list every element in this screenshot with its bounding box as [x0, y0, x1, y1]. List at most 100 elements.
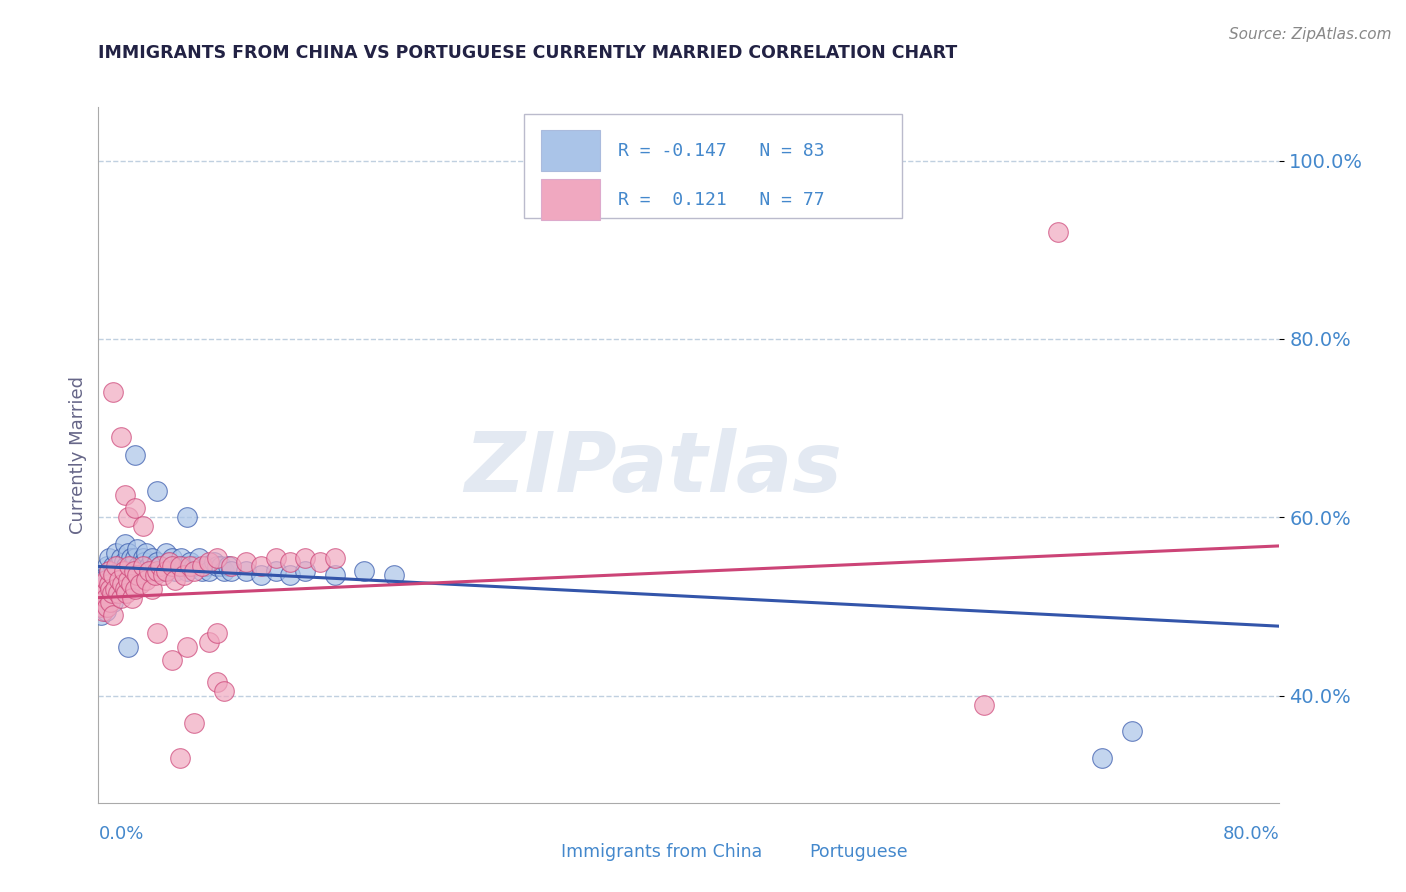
Point: [96, 599, 118, 614]
Point: [353, 564, 375, 578]
Point: [165, 564, 187, 578]
Point: [120, 550, 142, 565]
Point: [146, 483, 169, 498]
Point: [146, 555, 169, 569]
Point: [209, 559, 232, 574]
Point: [121, 559, 143, 574]
Point: [183, 559, 205, 574]
Point: [212, 684, 235, 698]
Text: Source: ZipAtlas.com: Source: ZipAtlas.com: [1229, 27, 1392, 42]
Point: [134, 555, 156, 569]
Point: [138, 559, 160, 574]
Point: [121, 591, 143, 605]
Point: [97, 577, 120, 591]
Point: [118, 559, 141, 574]
Point: [202, 555, 225, 569]
Point: [195, 559, 218, 574]
Point: [96, 586, 118, 600]
Point: [117, 510, 139, 524]
Point: [294, 550, 316, 565]
Point: [219, 564, 242, 578]
Point: [118, 564, 141, 578]
Point: [179, 555, 201, 569]
Point: [157, 555, 180, 569]
Point: [128, 564, 150, 578]
Point: [1091, 751, 1114, 765]
Point: [110, 573, 132, 587]
Text: R =  0.121   N = 77: R = 0.121 N = 77: [619, 191, 825, 209]
Point: [90, 608, 112, 623]
Point: [179, 559, 201, 574]
Point: [198, 564, 221, 578]
Point: [183, 715, 205, 730]
Point: [112, 555, 135, 569]
Point: [103, 608, 125, 623]
Point: [128, 577, 150, 591]
Point: [323, 568, 346, 582]
Point: [191, 559, 214, 574]
Point: [108, 573, 131, 587]
Point: [191, 564, 214, 578]
Point: [143, 568, 166, 582]
Point: [105, 582, 128, 596]
Point: [264, 550, 287, 565]
Point: [98, 573, 121, 587]
Text: R = -0.147   N = 83: R = -0.147 N = 83: [619, 142, 825, 160]
Point: [103, 385, 125, 400]
Point: [138, 564, 160, 578]
Point: [124, 550, 146, 565]
Point: [205, 550, 228, 565]
Point: [94, 604, 117, 618]
Point: [117, 640, 139, 654]
Point: [169, 559, 191, 574]
Point: [173, 559, 195, 574]
Text: 0.0%: 0.0%: [98, 825, 143, 843]
Point: [111, 577, 134, 591]
Point: [89, 595, 111, 609]
Point: [1121, 724, 1143, 739]
Point: [114, 488, 136, 502]
Point: [91, 577, 114, 591]
Point: [173, 568, 195, 582]
Point: [124, 448, 146, 462]
Point: [94, 591, 117, 605]
Point: [91, 604, 114, 618]
Point: [212, 564, 235, 578]
Y-axis label: Currently Married: Currently Married: [69, 376, 87, 534]
Point: [93, 573, 115, 587]
FancyBboxPatch shape: [541, 178, 600, 220]
Point: [90, 599, 112, 614]
FancyBboxPatch shape: [759, 838, 801, 869]
Point: [120, 577, 142, 591]
Point: [110, 550, 132, 565]
Point: [198, 635, 221, 649]
Point: [93, 586, 115, 600]
Point: [162, 550, 183, 565]
Point: [169, 751, 191, 765]
Point: [115, 586, 138, 600]
Point: [125, 568, 148, 582]
Point: [155, 546, 177, 560]
Point: [155, 564, 177, 578]
Point: [103, 568, 125, 582]
Point: [278, 568, 302, 582]
Point: [117, 573, 139, 587]
FancyBboxPatch shape: [512, 838, 553, 869]
FancyBboxPatch shape: [523, 114, 901, 219]
Point: [162, 653, 183, 667]
Point: [198, 555, 221, 569]
Text: 80.0%: 80.0%: [1223, 825, 1279, 843]
Point: [135, 546, 157, 560]
Point: [149, 559, 172, 574]
Point: [250, 568, 273, 582]
Point: [103, 559, 125, 574]
Point: [90, 582, 112, 596]
Point: [97, 564, 120, 578]
FancyBboxPatch shape: [541, 129, 600, 171]
Point: [170, 550, 193, 565]
Point: [162, 559, 183, 574]
Point: [264, 564, 287, 578]
Point: [100, 586, 122, 600]
Point: [125, 541, 148, 556]
Point: [250, 559, 273, 574]
